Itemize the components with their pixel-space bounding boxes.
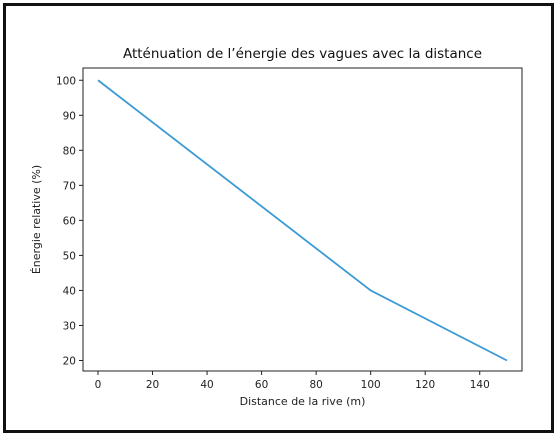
x-tick-label: 60 bbox=[255, 379, 268, 391]
y-tick-label: 30 bbox=[63, 320, 76, 332]
x-tick-label: 100 bbox=[361, 379, 381, 391]
plot-area bbox=[82, 67, 523, 372]
x-tick-label: 0 bbox=[95, 379, 102, 391]
x-axis: 0 20 40 60 80 100 120 140 bbox=[95, 371, 490, 391]
y-tick-label: 90 bbox=[63, 110, 76, 122]
y-tick-label: 60 bbox=[63, 215, 76, 227]
series-line bbox=[97, 79, 508, 362]
y-tick-label: 50 bbox=[63, 250, 76, 262]
series-layer bbox=[97, 79, 508, 362]
x-tick-label: 120 bbox=[415, 379, 435, 391]
x-tick-label: 40 bbox=[200, 379, 213, 391]
x-tick-label: 80 bbox=[309, 379, 322, 391]
line-chart: Atténuation de l’énergie des vagues avec… bbox=[30, 46, 523, 408]
y-tick-label: 20 bbox=[63, 355, 76, 367]
y-tick-label: 40 bbox=[63, 285, 76, 297]
y-axis-label: Énergie relative (%) bbox=[30, 165, 43, 274]
chart-title: Atténuation de l’énergie des vagues avec… bbox=[123, 46, 482, 62]
y-tick-label: 100 bbox=[56, 75, 76, 87]
y-tick-label: 80 bbox=[63, 145, 76, 157]
x-tick-label: 20 bbox=[146, 379, 159, 391]
y-axis: 20 30 40 50 60 70 80 90 100 bbox=[56, 75, 83, 367]
x-axis-label: Distance de la rive (m) bbox=[240, 395, 366, 408]
y-tick-label: 70 bbox=[63, 180, 76, 192]
x-tick-label: 140 bbox=[470, 379, 490, 391]
